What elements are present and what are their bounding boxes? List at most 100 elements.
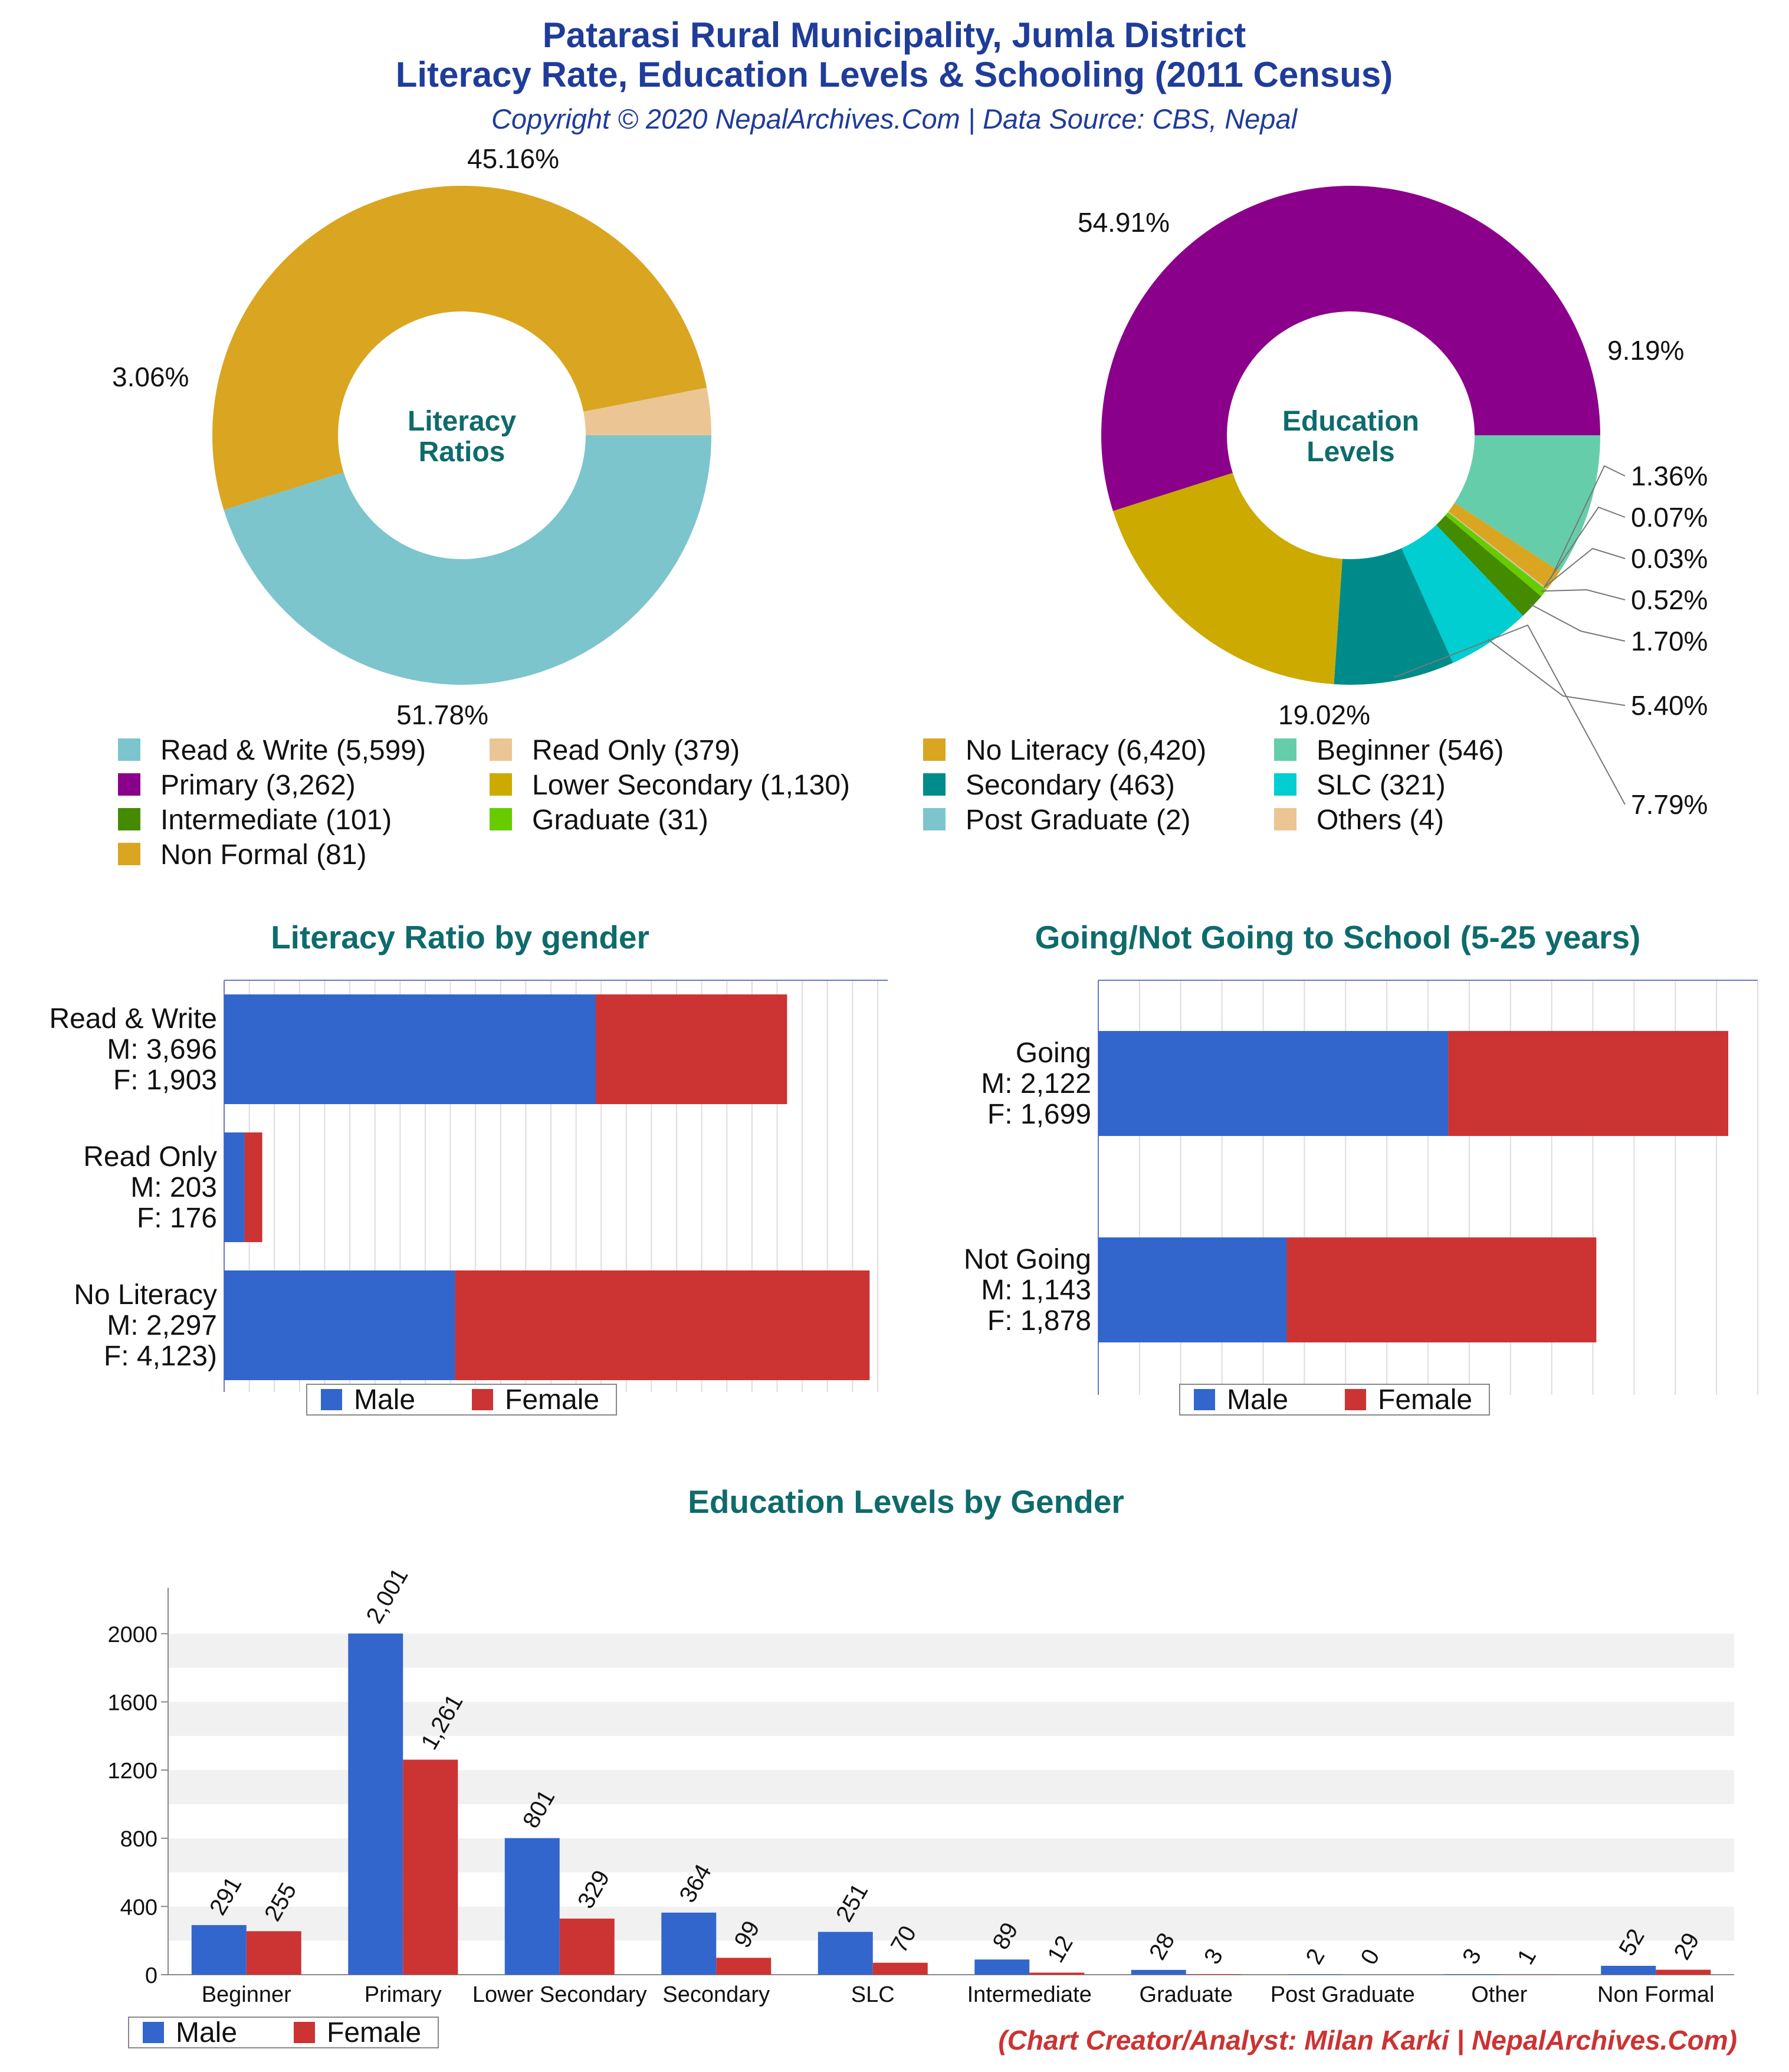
legend-swatch-8 — [1274, 773, 1296, 796]
legend-swatch-3 — [923, 738, 946, 761]
school-legend-female: Female — [1378, 1384, 1472, 1416]
school-category-label: F: 1,878 — [987, 1305, 1091, 1337]
education-gender-title: Education Levels by Gender — [688, 1483, 1124, 1520]
school-bar-female-not-going — [1286, 1237, 1596, 1342]
leader-slc — [1488, 639, 1625, 705]
school-legend-male: Male — [1227, 1384, 1288, 1416]
edu-category-label-non-formal: Non Formal — [1597, 1982, 1715, 2007]
edu-bar-male-beginner — [192, 1925, 247, 1975]
literacy-bar-male-read-only — [224, 1132, 245, 1242]
literacy-legend-female-swatch — [472, 1389, 493, 1410]
legend-swatch-2 — [490, 738, 512, 761]
legend-label-3: No Literacy (6,420) — [966, 735, 1206, 766]
literacy-category-label: M: 203 — [130, 1172, 217, 1203]
legend-label-7: Secondary (463) — [966, 770, 1175, 801]
edu-bar-male-primary — [348, 1634, 403, 1975]
edu-ytick-label: 1600 — [107, 1690, 157, 1715]
edu-bar-female-intermediate — [1029, 1973, 1084, 1975]
edu-bar-female-non-formal — [1656, 1970, 1711, 1975]
edu-bar-male-intermediate — [974, 1959, 1029, 1975]
pct-label-others: 0.07% — [1631, 502, 1708, 533]
edu-grid-band — [168, 1600, 1734, 1634]
pct-label-non-formal: 1.36% — [1631, 461, 1708, 491]
edu-ytick-label: 800 — [120, 1827, 157, 1852]
edu-category-label-graduate: Graduate — [1140, 1982, 1233, 2007]
edu-category-label-secondary: Secondary — [662, 1982, 770, 2007]
legend-label-1: Read & Write (5,599) — [160, 735, 426, 766]
literacy-category-label: F: 1,903 — [113, 1065, 217, 1096]
pct-label-primary: 54.91% — [1078, 207, 1170, 238]
literacy-bar-female-read-write — [596, 994, 787, 1104]
edu-category-label-slc: SLC — [851, 1982, 895, 2007]
pct-label-post-graduate: 0.03% — [1631, 543, 1708, 574]
subtitle: Copyright © 2020 NepalArchives.Com | Dat… — [491, 103, 1298, 134]
education-levels-donut: 9.19%1.36%0.07%0.03%0.52%1.70%5.40%7.79%… — [1078, 186, 1708, 820]
edu-bar-male-post-graduate — [1288, 1974, 1342, 1975]
legend-label-8: SLC (321) — [1317, 770, 1446, 801]
donut-legend: Read & Write (5,599)Read Only (379)No Li… — [118, 735, 1504, 871]
literacy-legend-male: Male — [354, 1384, 415, 1416]
edu-category-label-intermediate: Intermediate — [967, 1982, 1092, 2007]
school-category-label: F: 1,699 — [987, 1099, 1091, 1130]
edu-ytick-label: 2000 — [107, 1623, 157, 1647]
donut-center-label: Literacy — [408, 406, 516, 437]
edu-ytick-label: 1200 — [107, 1759, 157, 1784]
legend-swatch-10 — [490, 808, 512, 830]
pct-label-slc: 5.40% — [1631, 690, 1708, 721]
legend-swatch-4 — [1274, 738, 1296, 761]
school-bar-female-going — [1448, 1031, 1728, 1136]
literacy-bar-male-no-literacy — [224, 1270, 455, 1380]
leader-graduate — [1541, 590, 1625, 600]
edu-ytick-label: 0 — [145, 1963, 157, 1988]
pct-label-read-only: 3.06% — [112, 362, 189, 392]
edu-bar-female-lower-secondary — [560, 1919, 615, 1975]
schooling-title: Going/Not Going to School (5-25 years) — [1035, 919, 1641, 955]
school-category-label: M: 1,143 — [981, 1275, 1091, 1306]
edu-legend-male: Male — [176, 2017, 237, 2048]
pct-label-secondary: 7.79% — [1631, 789, 1708, 820]
edu-bar-female-graduate — [1186, 1974, 1241, 1975]
edu-ytick-label: 400 — [120, 1895, 157, 1920]
edu-bar-female-secondary — [716, 1958, 771, 1975]
edu-bar-male-secondary — [661, 1913, 716, 1975]
school-category-label: M: 2,122 — [981, 1068, 1091, 1099]
literacy-category-label: F: 4,123) — [104, 1341, 217, 1372]
literacy-gender-title: Literacy Ratio by gender — [271, 919, 649, 955]
pct-label-beginner: 9.19% — [1607, 335, 1684, 366]
literacy-bar-female-no-literacy — [455, 1270, 870, 1380]
main-title-line2: Literacy Rate, Education Levels & School… — [396, 55, 1393, 94]
school-bar-male-not-going — [1098, 1237, 1286, 1342]
leader-intermediate — [1530, 604, 1625, 641]
legend-label-6: Lower Secondary (1,130) — [532, 770, 850, 801]
edu-category-label-lower-secondary: Lower Secondary — [472, 1982, 647, 2007]
slice-lower-secondary — [1113, 473, 1342, 684]
edu-legend-female-swatch — [294, 2022, 315, 2043]
school-category-label: Not Going — [964, 1244, 1091, 1275]
edu-bar-male-slc — [818, 1932, 873, 1975]
literacy-category-label: Read & Write — [49, 1003, 217, 1035]
literacy-legend-female: Female — [505, 1384, 599, 1416]
school-category-label: Going — [1016, 1037, 1091, 1069]
edu-category-label-post-graduate: Post Graduate — [1271, 1982, 1415, 2007]
edu-category-label-other: Other — [1471, 1982, 1527, 2007]
legend-swatch-12 — [1274, 808, 1296, 830]
legend-label-4: Beginner (546) — [1317, 735, 1504, 766]
legend-label-5: Primary (3,262) — [160, 770, 356, 801]
literacy-category-label: M: 2,297 — [107, 1310, 217, 1341]
edu-legend-male-swatch — [143, 2022, 164, 2043]
literacy-category-label: M: 3,696 — [107, 1034, 217, 1065]
edu-bar-male-graduate — [1131, 1970, 1186, 1975]
legend-swatch-11 — [923, 808, 946, 830]
legend-swatch-1 — [118, 738, 140, 761]
credit-text: (Chart Creator/Analyst: Milan Karki | Ne… — [998, 2025, 1737, 2055]
literacy-category-label: Read Only — [83, 1141, 217, 1173]
edu-bar-male-non-formal — [1601, 1966, 1656, 1975]
legend-label-10: Graduate (31) — [532, 804, 708, 836]
literacy-category-label: F: 176 — [137, 1203, 217, 1234]
